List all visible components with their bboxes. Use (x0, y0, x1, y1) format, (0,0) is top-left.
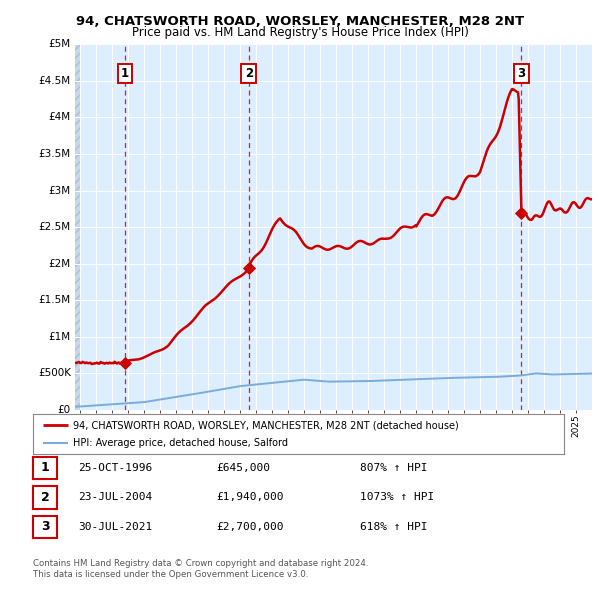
Text: 2: 2 (245, 67, 253, 80)
Text: £645,000: £645,000 (216, 463, 270, 473)
Text: £3.5M: £3.5M (39, 149, 71, 159)
Text: 23-JUL-2004: 23-JUL-2004 (78, 493, 152, 502)
Text: 30-JUL-2021: 30-JUL-2021 (78, 522, 152, 532)
Text: 25-OCT-1996: 25-OCT-1996 (78, 463, 152, 473)
Text: 1: 1 (41, 461, 49, 474)
Text: £3M: £3M (49, 186, 71, 195)
Text: £1.5M: £1.5M (39, 296, 71, 305)
Text: 618% ↑ HPI: 618% ↑ HPI (360, 522, 427, 532)
Point (244, 263, 254, 273)
Point (517, 208, 526, 217)
Text: £2,700,000: £2,700,000 (216, 522, 284, 532)
Text: 94, CHATSWORTH ROAD, WORSLEY, MANCHESTER, M28 2NT (detached house): 94, CHATSWORTH ROAD, WORSLEY, MANCHESTER… (73, 420, 458, 430)
Text: Contains HM Land Registry data © Crown copyright and database right 2024.: Contains HM Land Registry data © Crown c… (33, 559, 368, 568)
Text: £4M: £4M (49, 113, 71, 122)
Text: This data is licensed under the Open Government Licence v3.0.: This data is licensed under the Open Gov… (33, 571, 308, 579)
Text: £5M: £5M (49, 40, 71, 49)
Text: 807% ↑ HPI: 807% ↑ HPI (360, 463, 427, 473)
Text: £0: £0 (58, 405, 71, 415)
Text: £1,940,000: £1,940,000 (216, 493, 284, 502)
Text: £4.5M: £4.5M (39, 76, 71, 86)
Text: 1: 1 (121, 67, 129, 80)
Text: £1M: £1M (49, 332, 71, 342)
Text: £500K: £500K (38, 369, 71, 378)
Text: 3: 3 (41, 520, 49, 533)
Text: £2M: £2M (49, 259, 71, 268)
Text: 2: 2 (41, 491, 49, 504)
Text: 94, CHATSWORTH ROAD, WORSLEY, MANCHESTER, M28 2NT: 94, CHATSWORTH ROAD, WORSLEY, MANCHESTER… (76, 15, 524, 28)
Point (120, 358, 130, 368)
Bar (75, 44, 80, 410)
Text: £2.5M: £2.5M (39, 222, 71, 232)
Text: HPI: Average price, detached house, Salford: HPI: Average price, detached house, Salf… (73, 438, 288, 448)
Text: 1073% ↑ HPI: 1073% ↑ HPI (360, 493, 434, 502)
Text: Price paid vs. HM Land Registry's House Price Index (HPI): Price paid vs. HM Land Registry's House … (131, 26, 469, 39)
Text: 3: 3 (517, 67, 526, 80)
